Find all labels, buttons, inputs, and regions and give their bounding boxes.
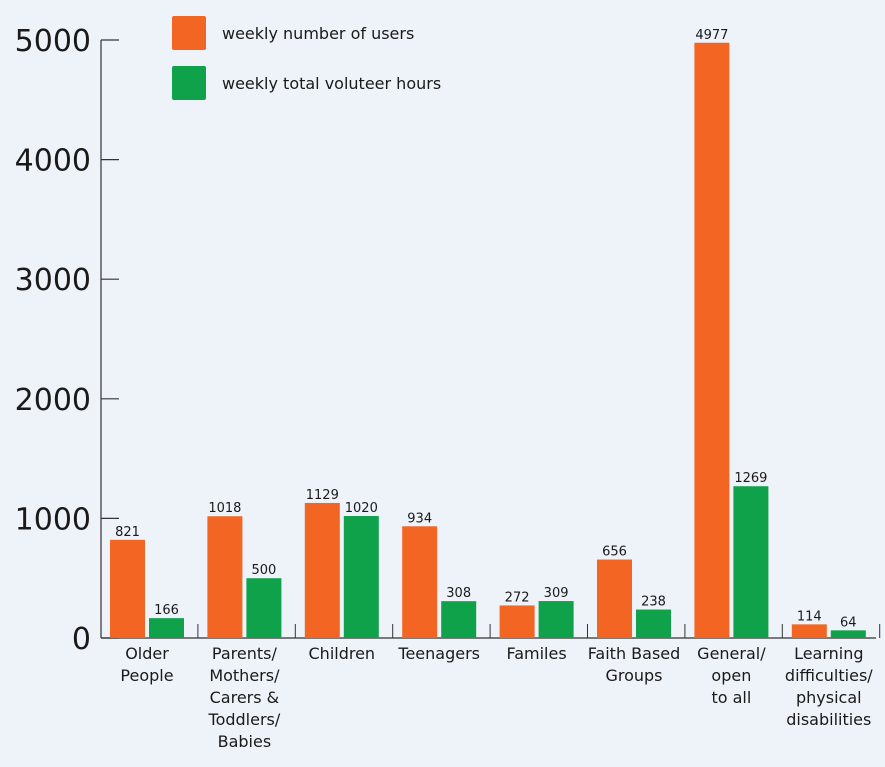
category-label: Parents/Mothers/Carers & Toddlers/Babies — [208, 644, 281, 751]
data-label: 114 — [797, 609, 822, 624]
bar-volunteer-hours — [636, 609, 671, 638]
y-tick-label: 1000 — [15, 502, 91, 537]
bar-users — [597, 559, 632, 638]
y-axis: 0 1000 2000 3000 4000 5000 — [15, 24, 119, 657]
legend: weekly number of users weekly total volu… — [172, 16, 441, 100]
data-label: 1269 — [734, 471, 767, 486]
data-label: 64 — [840, 615, 857, 630]
data-label: 656 — [602, 545, 627, 560]
bar-users — [694, 42, 730, 639]
bar-volunteer-hours — [246, 578, 282, 638]
data-label: 238 — [641, 595, 666, 610]
data-label: 308 — [446, 586, 471, 601]
bar-users — [304, 502, 340, 638]
bar-users — [110, 539, 145, 638]
bar-users — [499, 605, 535, 638]
category-label: Faith Based Groups — [588, 644, 681, 685]
bar-users — [402, 526, 438, 638]
category-label: Children — [309, 644, 376, 663]
data-label: 1020 — [345, 501, 378, 516]
bar-volunteer-hours — [830, 630, 866, 638]
data-label: 166 — [154, 603, 179, 618]
category-label: General/open to all — [697, 644, 766, 707]
legend-item-users: weekly number of users — [172, 16, 414, 50]
data-label: 272 — [505, 590, 530, 605]
bar-volunteer-hours — [149, 618, 184, 638]
bar-volunteer-hours — [733, 486, 769, 638]
legend-swatch-users — [172, 16, 206, 50]
data-labels: 821 166 1018 500 1129 1020 934 308 272 309 656 238 4… — [115, 28, 856, 631]
y-tick-label: 3000 — [15, 263, 91, 298]
legend-label-users: weekly number of users — [222, 24, 414, 43]
bar-users — [207, 516, 243, 638]
data-label: 4977 — [695, 28, 728, 43]
bar-volunteer-hours — [343, 516, 379, 638]
bar-volunteer-hours — [538, 601, 574, 638]
legend-swatch-volunteer-hours — [172, 66, 206, 100]
data-label: 309 — [544, 586, 569, 601]
data-label: 500 — [251, 563, 276, 578]
category-label: Learning difficulties/physical disabilitie… — [785, 644, 873, 729]
y-tick-label: 5000 — [15, 24, 91, 59]
data-label: 1018 — [208, 501, 241, 516]
category-label: Teenagers — [397, 644, 480, 663]
data-label: 934 — [407, 511, 432, 526]
category-labels: Older People Parents/Mothers/Carers & Toddl… — [120, 644, 873, 751]
bar-users — [791, 624, 827, 638]
bar-volunteer-hours — [441, 601, 477, 638]
bars — [110, 42, 866, 639]
legend-item-volunteer-hours: weekly total voluteer hours — [172, 66, 441, 100]
category-label: Older People — [120, 644, 173, 685]
data-label: 821 — [115, 525, 140, 540]
data-label: 1129 — [306, 488, 339, 503]
y-tick-label: 0 — [72, 622, 91, 657]
y-tick-label: 2000 — [15, 383, 91, 418]
y-tick-label: 4000 — [15, 144, 91, 179]
legend-label-volunteer-hours: weekly total voluteer hours — [222, 74, 441, 93]
category-label: Familes — [506, 644, 566, 663]
